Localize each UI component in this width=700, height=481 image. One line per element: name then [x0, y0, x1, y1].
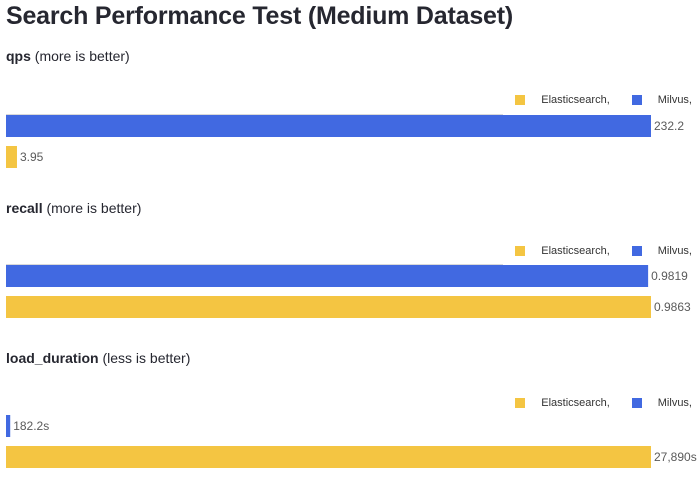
bar-milvus[interactable]	[6, 265, 649, 287]
bar-milvus[interactable]	[6, 115, 651, 137]
legend-item-elasticsearch[interactable]: Elasticsearch,	[515, 94, 610, 106]
metric-name: recall	[6, 200, 43, 216]
bar-value-label-elasticsearch: 27,890s	[654, 450, 697, 464]
chart-separator	[6, 264, 503, 265]
bar-value-label-milvus: 182.2s	[13, 419, 49, 433]
legend-label-elasticsearch: Elasticsearch,	[541, 245, 610, 257]
chart-load-duration: 182.2s 27,890s	[6, 415, 697, 468]
bar-elasticsearch[interactable]	[6, 296, 651, 318]
legend-item-elasticsearch[interactable]: Elasticsearch,	[515, 245, 610, 257]
bar-value-label-elasticsearch: 3.95	[20, 150, 44, 164]
legend-label-milvus: Milvus,	[657, 397, 692, 409]
elasticsearch-swatch	[515, 95, 526, 105]
milvus-swatch	[631, 398, 642, 408]
legend-item-milvus[interactable]: Milvus,	[631, 94, 692, 106]
chart-legend-load-duration: Elasticsearch, Milvus,	[515, 396, 692, 410]
section-heading-qps: qps (more is better)	[6, 48, 130, 64]
elasticsearch-swatch	[515, 246, 526, 256]
metric-qualifier: (less is better)	[102, 350, 191, 366]
legend-label-elasticsearch: Elasticsearch,	[541, 94, 610, 106]
legend-label-elasticsearch: Elasticsearch,	[541, 397, 610, 409]
bar-value-label-elasticsearch: 0.9863	[654, 300, 691, 314]
section-heading-recall: recall (more is better)	[6, 200, 141, 216]
chart-legend-recall: Elasticsearch, Milvus,	[515, 244, 692, 258]
bar-milvus[interactable]	[6, 415, 11, 437]
elasticsearch-swatch	[515, 398, 526, 408]
bar-elasticsearch[interactable]	[6, 146, 17, 168]
legend-item-elasticsearch[interactable]: Elasticsearch,	[515, 397, 610, 409]
metric-name: qps	[6, 48, 31, 64]
legend-label-milvus: Milvus,	[657, 94, 692, 106]
metric-qualifier: (more is better)	[46, 200, 142, 216]
page-title: Search Performance Test (Medium Dataset)	[6, 2, 513, 30]
bar-value-label-milvus: 0.9819	[651, 269, 688, 283]
legend-item-milvus[interactable]: Milvus,	[631, 245, 692, 257]
legend-label-milvus: Milvus,	[657, 245, 692, 257]
chart-recall: 0.9819 0.9863	[6, 265, 691, 318]
milvus-swatch	[631, 246, 642, 256]
chart-legend-qps: Elasticsearch, Milvus,	[515, 93, 692, 107]
milvus-swatch	[631, 95, 642, 105]
metric-name: load_duration	[6, 350, 99, 366]
chart-qps: 232.2 3.95	[6, 115, 684, 168]
bar-value-label-milvus: 232.2	[654, 119, 684, 133]
metric-qualifier: (more is better)	[34, 48, 130, 64]
section-heading-load-duration: load_duration (less is better)	[6, 350, 190, 366]
bar-elasticsearch[interactable]	[6, 446, 651, 468]
chart-separator	[6, 114, 503, 115]
legend-item-milvus[interactable]: Milvus,	[631, 397, 692, 409]
